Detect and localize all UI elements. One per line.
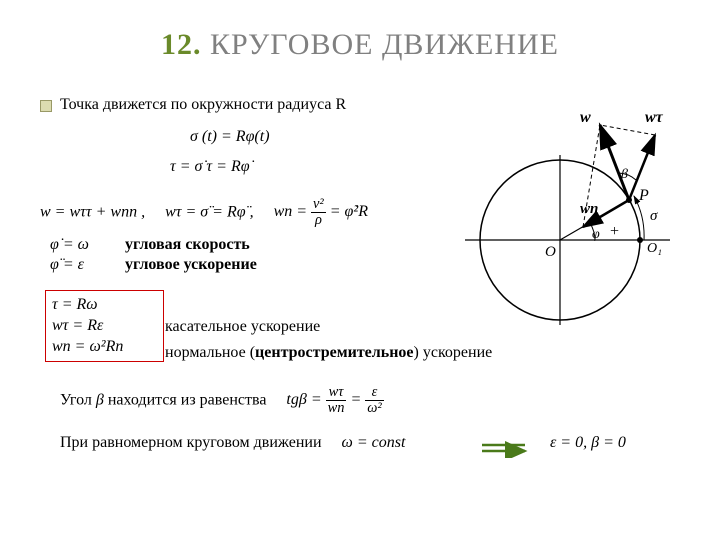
label-normal-c: ) ускорение [414, 344, 493, 361]
label-normal-a: нормальное ( [165, 344, 255, 361]
omega-const: ω = const [342, 434, 406, 451]
diagram-o1-point [637, 237, 643, 243]
diagram-o1-label: O₁ [647, 241, 662, 256]
tg-prefix: tgβ = [286, 391, 325, 408]
label-normal-b: центростремительное [255, 344, 413, 361]
tg-d1: wn [326, 401, 347, 416]
implication-arrow-icon [480, 438, 540, 458]
bullet-icon [40, 100, 52, 112]
eq-wn-suffix: = φ̇²R [326, 203, 368, 220]
boxed-formulas: τ = Rω wτ = Rε wn = ω²Rn [45, 290, 164, 362]
angle-b: β [96, 391, 104, 408]
eq-wn: wn = v²ρ = φ̇²R [274, 203, 368, 220]
title-text: КРУГОВОЕ ДВИЖЕНИЕ [210, 28, 559, 61]
label-angular-acceleration: угловое ускорение [125, 255, 257, 276]
diagram-phi-label: φ [592, 227, 600, 242]
eq-wtau: wτ = σ̈ = Rφ̈ , [165, 203, 254, 220]
label-normal: нормальное (центростремительное) ускорен… [165, 343, 492, 364]
intro-label: Точка движется по окружности радиуса R [60, 96, 346, 113]
equation-sigma: σ (t) = Rφ(t) [190, 127, 270, 148]
tg-eq: = [346, 391, 365, 408]
tg-frac1: wτwn [326, 385, 347, 416]
label-angular-velocity: угловая скорость [125, 235, 250, 256]
diagram-dash2 [600, 125, 655, 135]
equation-tau: τ = σ̇ τ = Rφ̇ [170, 157, 250, 178]
diagram-p-label: P [638, 187, 649, 204]
diagram-w-vector [600, 125, 629, 200]
angle-beta-line: Угол β находится из равенства tgβ = wτwn… [60, 385, 384, 416]
diagram-o-label: O [545, 244, 556, 260]
tg-d2: ω² [365, 401, 383, 416]
eq-phi-ddot: φ̈ = ε [50, 255, 84, 276]
uniform-motion-line: При равномерном круговом движении ω = co… [60, 433, 405, 454]
title-number: 12. [161, 28, 202, 61]
uniform-label: При равномерном круговом движении [60, 434, 322, 451]
wn-num: v² [311, 197, 326, 213]
boxed-wn: wn = ω²Rn [52, 337, 157, 358]
intro-text: Точка движется по окружности радиуса R [60, 95, 346, 116]
diagram-plus-label: + [610, 223, 619, 240]
tg-beta-formula: tgβ = wτwn = εω² [286, 391, 383, 408]
wn-den: ρ [311, 213, 326, 228]
circular-motion-diagram: wτ w wn P β φ σ O O₁ + [440, 100, 680, 330]
tg-n1: wτ [326, 385, 347, 401]
eq-w-sum: w = wττ + wnn , [40, 203, 145, 220]
eq-phi-dot: φ̇ = ω [50, 235, 89, 256]
page-title: 12. КРУГОВОЕ ДВИЖЕНИЕ [0, 0, 720, 62]
tg-frac2: εω² [365, 385, 383, 416]
eq-wn-prefix: wn = [274, 203, 311, 220]
angle-a: Угол [60, 391, 96, 408]
diagram-beta-label: β [620, 167, 628, 182]
label-tangential: касательное ускорение [165, 317, 320, 338]
boxed-wtau: wτ = Rε [52, 316, 157, 337]
diagram-wn-label: wn [580, 201, 598, 217]
angle-c: находится из равенства [108, 391, 267, 408]
wn-fraction: v²ρ [311, 197, 326, 228]
equation-w: w = wττ + wnn , wτ = σ̈ = Rφ̈ , wn = v²ρ… [40, 197, 368, 228]
boxed-tau: τ = Rω [52, 295, 157, 316]
diagram-sigma-label: σ [650, 208, 658, 224]
tg-n2: ε [365, 385, 383, 401]
diagram-w-label: w [580, 109, 591, 126]
result-text: ε = 0, β = 0 [550, 433, 626, 454]
diagram-wtau-label: wτ [645, 109, 664, 126]
